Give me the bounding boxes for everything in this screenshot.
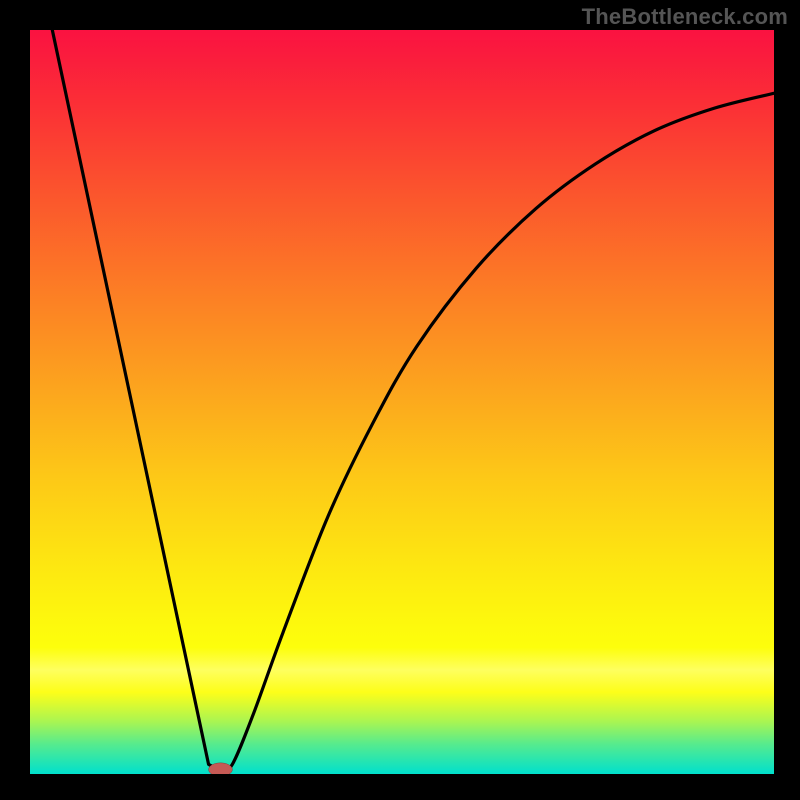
- plot-background: [30, 30, 774, 774]
- bottleneck-chart: [0, 0, 800, 800]
- minimum-marker: [209, 763, 233, 776]
- chart-container: { "watermark": { "text": "TheBottleneck.…: [0, 0, 800, 800]
- watermark-text: TheBottleneck.com: [582, 4, 788, 30]
